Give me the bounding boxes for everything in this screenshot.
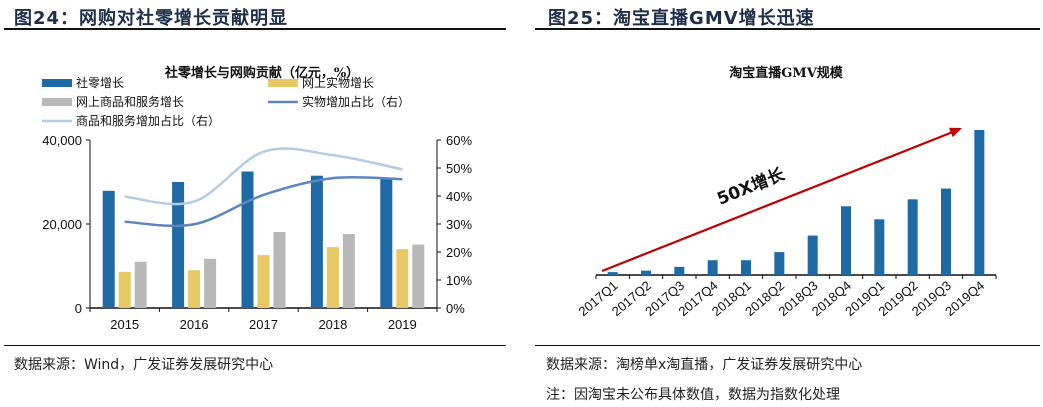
left-title-rule bbox=[4, 28, 506, 30]
bar-社零增长 bbox=[380, 179, 393, 308]
x-tick-label: 2016 bbox=[180, 317, 209, 332]
right-note: 注：因淘宝未公布具体数值，数据为指数化处理 bbox=[546, 387, 840, 403]
growth-arrow-line bbox=[601, 130, 955, 273]
left-source: 数据来源：Wind，广发证券发展研究中心 bbox=[14, 357, 274, 373]
bar-网上商品和服务增长 bbox=[412, 244, 425, 308]
legend-swatch bbox=[268, 79, 298, 87]
gmv-bar bbox=[841, 206, 851, 275]
gmv-bar bbox=[974, 130, 985, 275]
right-y-tick-label: 10% bbox=[446, 273, 472, 288]
x-tick-label: 2019 bbox=[388, 317, 417, 332]
gmv-bar bbox=[741, 260, 751, 275]
bar-社零增长 bbox=[172, 182, 185, 308]
bar-社零增长 bbox=[241, 171, 254, 308]
right-chart-title: 淘宝直播GMV规模 bbox=[729, 65, 844, 81]
bar-网上实物增长 bbox=[188, 270, 201, 308]
x-tick-label: 2015 bbox=[110, 317, 139, 332]
bar-网上商品和服务增长 bbox=[204, 258, 217, 308]
right-y-tick-label: 20% bbox=[446, 245, 472, 260]
gmv-bar bbox=[707, 260, 718, 275]
right-title-rule bbox=[535, 28, 1040, 30]
legend-label: 网上商品和服务增长 bbox=[76, 94, 184, 109]
bar-网上商品和服务增长 bbox=[134, 261, 147, 308]
legend-label: 实物增加占比（右） bbox=[302, 94, 410, 109]
right-figure-title: 图25：淘宝直播GMV增长迅速 bbox=[548, 8, 815, 29]
left-y-tick-label: 40,000 bbox=[42, 133, 82, 148]
bar-网上实物增长 bbox=[257, 255, 270, 308]
legend-swatch bbox=[42, 79, 72, 87]
bar-网上实物增长 bbox=[118, 271, 131, 308]
gmv-bar bbox=[641, 270, 651, 275]
right-source-rule bbox=[535, 345, 1040, 346]
bar-网上实物增长 bbox=[326, 247, 339, 308]
right-source: 数据来源：淘榜单x淘直播，广发证券发展研究中心 bbox=[546, 357, 863, 373]
right-y-tick-label: 0% bbox=[446, 301, 465, 316]
left-source-rule bbox=[4, 345, 506, 346]
gmv-bar bbox=[941, 188, 951, 275]
line-实物增加占比（右） bbox=[124, 175, 403, 228]
legend-label: 网上实物增长 bbox=[302, 75, 374, 90]
left-y-tick-label: 0 bbox=[75, 301, 82, 316]
x-tick-label: 2018 bbox=[318, 317, 347, 332]
bar-网上商品和服务增长 bbox=[342, 234, 355, 308]
right-y-tick-label: 50% bbox=[446, 161, 472, 176]
bar-社零增长 bbox=[310, 175, 323, 308]
left-chart-title: 社零增长与网购贡献（亿元，%） bbox=[164, 65, 359, 81]
bar-社零增长 bbox=[102, 190, 115, 308]
legend-swatch bbox=[42, 98, 72, 106]
line-商品和服务增加占比（右） bbox=[124, 147, 403, 206]
growth-arrow-head bbox=[949, 127, 962, 138]
legend-label: 社零增长 bbox=[76, 75, 124, 90]
left-y-tick-label: 20,000 bbox=[42, 217, 82, 232]
gmv-bar bbox=[607, 272, 618, 275]
x-tick-label: 2017 bbox=[249, 317, 278, 332]
gmv-bar bbox=[907, 199, 918, 275]
bar-网上实物增长 bbox=[396, 249, 409, 308]
right-y-tick-label: 60% bbox=[446, 133, 472, 148]
gmv-bar bbox=[674, 266, 685, 275]
right-y-tick-label: 30% bbox=[446, 217, 472, 232]
gmv-bar bbox=[874, 219, 885, 275]
bar-网上商品和服务增长 bbox=[273, 231, 286, 308]
gmv-bar bbox=[807, 235, 818, 275]
right-y-tick-label: 40% bbox=[446, 189, 472, 204]
left-figure-title: 图24：网购对社零增长贡献明显 bbox=[14, 8, 289, 29]
legend-label: 商品和服务增加占比（右） bbox=[76, 113, 220, 128]
gmv-bar bbox=[774, 252, 785, 275]
